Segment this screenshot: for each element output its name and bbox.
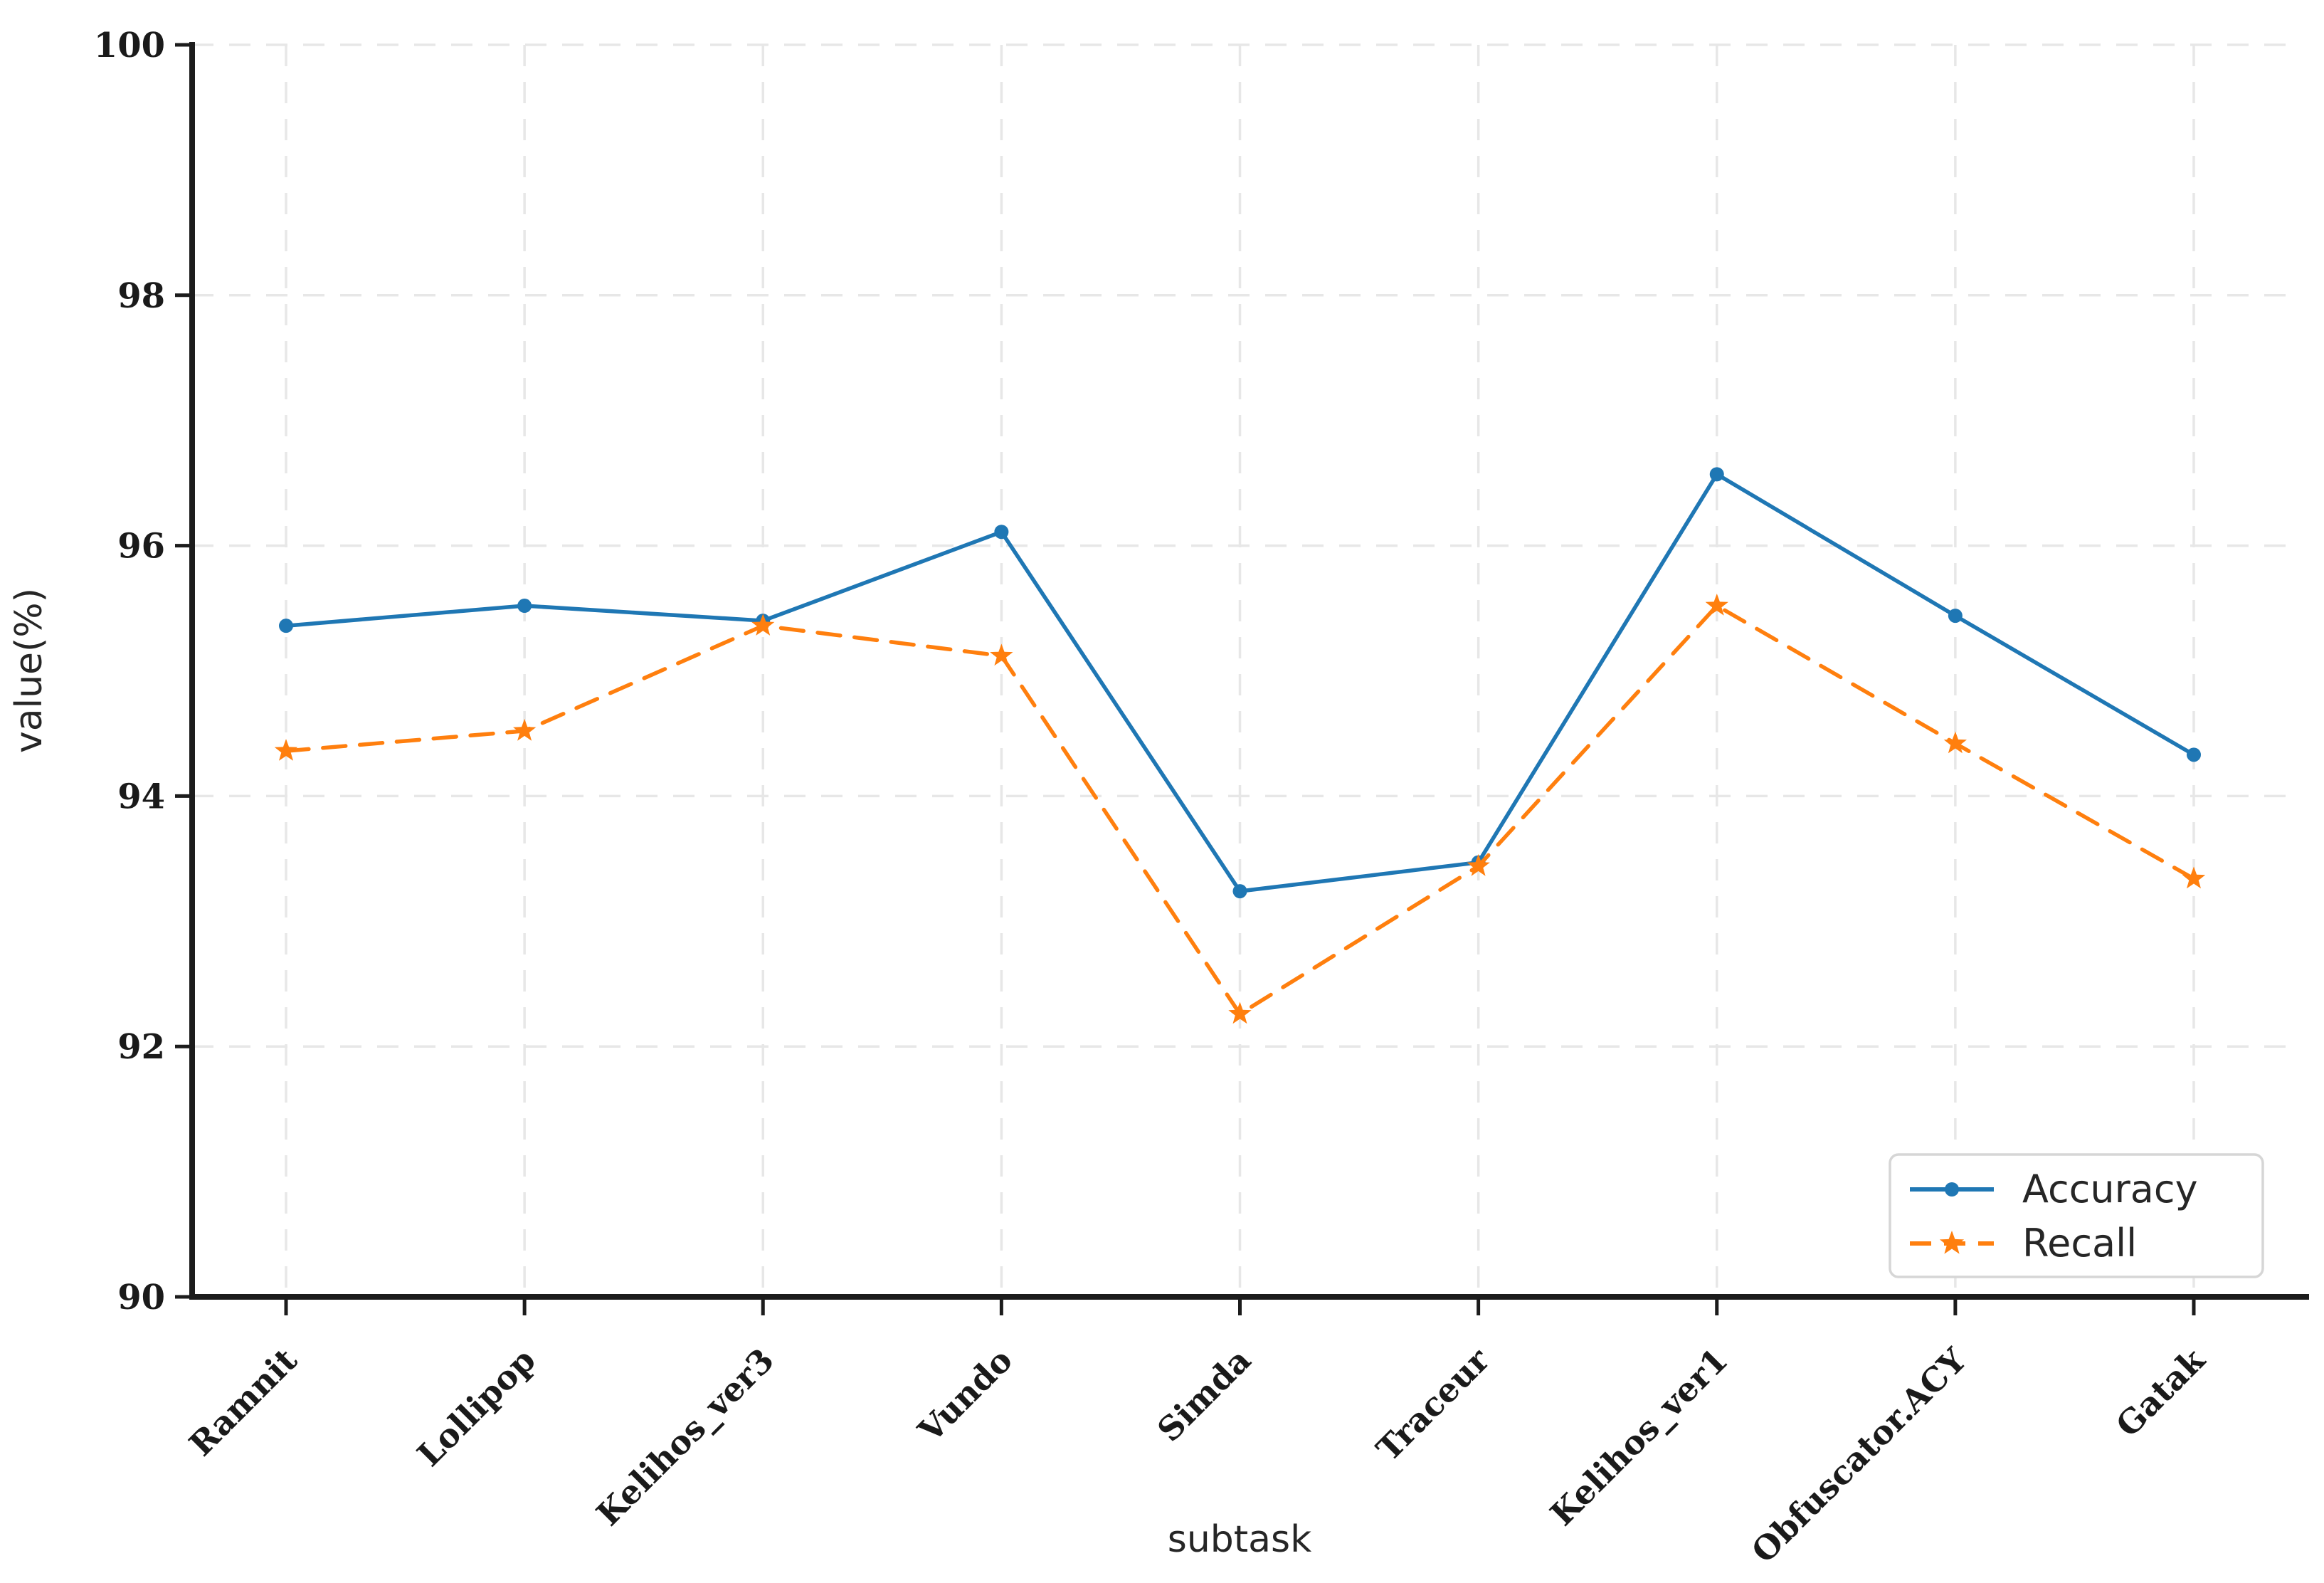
x-tick-label-Obfuscator.ACY: Obfuscator.ACY xyxy=(1744,1340,1974,1570)
legend-label-accuracy[interactable]: Accuracy xyxy=(2022,1167,2198,1211)
x-axis-title: subtask xyxy=(1168,1518,1312,1561)
y-tick-label-92: 92 xyxy=(117,1027,165,1067)
x-tick-label-Lollipop: Lollipop xyxy=(410,1341,543,1474)
data-point-accuracy-Simda[interactable] xyxy=(1232,884,1247,899)
data-point-recall-Simda[interactable] xyxy=(1228,1001,1252,1024)
legend-marker-accuracy xyxy=(1945,1182,1959,1197)
y-tick-label-100: 100 xyxy=(94,26,165,65)
y-tick-label-96: 96 xyxy=(117,527,165,567)
data-point-recall-Vundo[interactable] xyxy=(990,643,1013,666)
x-tick-label-Ramnit: Ramnit xyxy=(181,1340,305,1463)
data-point-recall-Kelihos_ver1[interactable] xyxy=(1705,594,1728,616)
legend-marker-recall xyxy=(1939,1231,1965,1254)
x-tick-label-Traceur: Traceur xyxy=(1369,1340,1497,1468)
y-tick-label-98: 98 xyxy=(117,276,165,316)
y-axis-title: value(%) xyxy=(8,588,51,753)
y-tick-labels: 90 92 94 96 98 100 xyxy=(94,26,165,1318)
data-point-recall-Ramnit[interactable] xyxy=(274,739,298,761)
data-point-accuracy-Kelihos_ver1[interactable] xyxy=(1709,467,1724,482)
axis-ticks xyxy=(175,43,2196,1315)
data-point-accuracy-Gatak[interactable] xyxy=(2187,747,2201,762)
data-point-recall-Gatak[interactable] xyxy=(2182,866,2206,889)
gridlines xyxy=(192,43,2291,1297)
data-point-accuracy-Lollipop[interactable] xyxy=(517,599,532,614)
data-point-accuracy-Vundo[interactable] xyxy=(994,525,1009,540)
axes-spines xyxy=(189,42,2309,1300)
legend-label-recall[interactable]: Recall xyxy=(2022,1221,2137,1266)
legend-box xyxy=(1889,1153,2264,1278)
y-tick-label-90: 90 xyxy=(117,1278,165,1318)
x-tick-label-Kelihos_ver1: Kelihos_ver1 xyxy=(1543,1341,1735,1533)
data-point-recall-Kelihos_ver3[interactable] xyxy=(751,614,775,636)
x-tick-label-Kelihos_ver3: Kelihos_ver3 xyxy=(589,1341,781,1533)
data-point-accuracy-Ramnit[interactable] xyxy=(279,619,293,633)
data-point-recall-Obfuscator.ACY[interactable] xyxy=(1943,731,1967,754)
data-point-recall-Lollipop[interactable] xyxy=(513,718,537,741)
x-tick-label-Vundo: Vundo xyxy=(910,1341,1020,1451)
y-tick-label-94: 94 xyxy=(117,777,165,816)
data-point-accuracy-Obfuscator.ACY[interactable] xyxy=(1948,609,1963,624)
x-tick-label-Gatak: Gatak xyxy=(2108,1340,2212,1444)
legend: Accuracy Recall xyxy=(1889,1153,2264,1278)
data-point-recall-Traceur[interactable] xyxy=(1467,853,1490,876)
x-tick-label-Simda: Simda xyxy=(1150,1341,1258,1449)
series-lines xyxy=(274,467,2206,1024)
